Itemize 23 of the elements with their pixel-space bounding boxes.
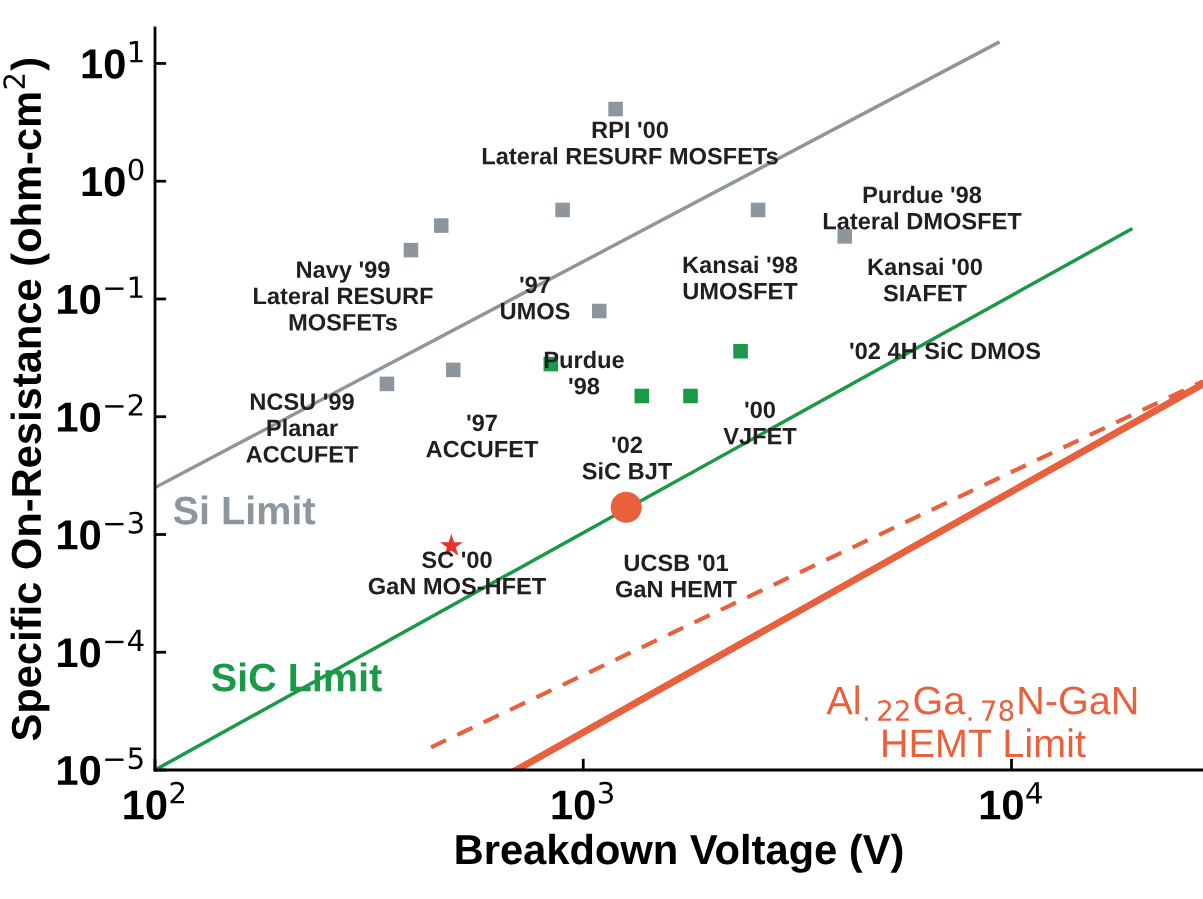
- annotation: Purdue '98 Lateral DMOSFET: [823, 185, 1022, 230]
- annotation: '97 ACCUFET: [426, 414, 539, 458]
- series-label: Al$_{.22}$Ga$_{.78}$N-GaN HEMT Limit: [826, 685, 1137, 758]
- x-tick-label: 10$^{3}$: [552, 781, 613, 820]
- x-axis-title: Breakdown Voltage (V): [456, 833, 903, 873]
- annotation: Purdue '98: [544, 350, 624, 395]
- y-tick-label: 10$^{0}$: [82, 158, 144, 197]
- annotation: '97 UMOS: [501, 276, 570, 320]
- annotation: '02 SiC BJT: [582, 436, 673, 480]
- y-tick-label: 10$^{1}$: [82, 41, 143, 79]
- annotation: UCSB '01 GaN HEMT: [615, 554, 737, 598]
- annotation: NCSU '99 Planar ACCUFET: [246, 393, 359, 463]
- x-tick-label: 10$^{4}$: [980, 782, 1042, 820]
- y-tick-label: 10$^{−1}$: [58, 276, 143, 315]
- y-tick-label: 10$^{−2}$: [58, 393, 143, 432]
- y-tick-label: 10$^{−3}$: [58, 511, 143, 550]
- annotation: Navy '99 Lateral RESURF MOSFETs: [254, 261, 433, 331]
- annotation: Kansai '98 UMOSFET: [683, 255, 798, 300]
- series-label: Si Limit: [173, 495, 316, 525]
- annotation: Kansai '00 SIAFET: [868, 257, 982, 302]
- y-axis-title: Specific On-Resistance (ohm-cm$^{2}$): [3, 58, 50, 741]
- y-tick-label: 10$^{−4}$: [58, 629, 144, 668]
- annotation: RPI '00 Lateral RESURF MOSFETs: [482, 121, 778, 165]
